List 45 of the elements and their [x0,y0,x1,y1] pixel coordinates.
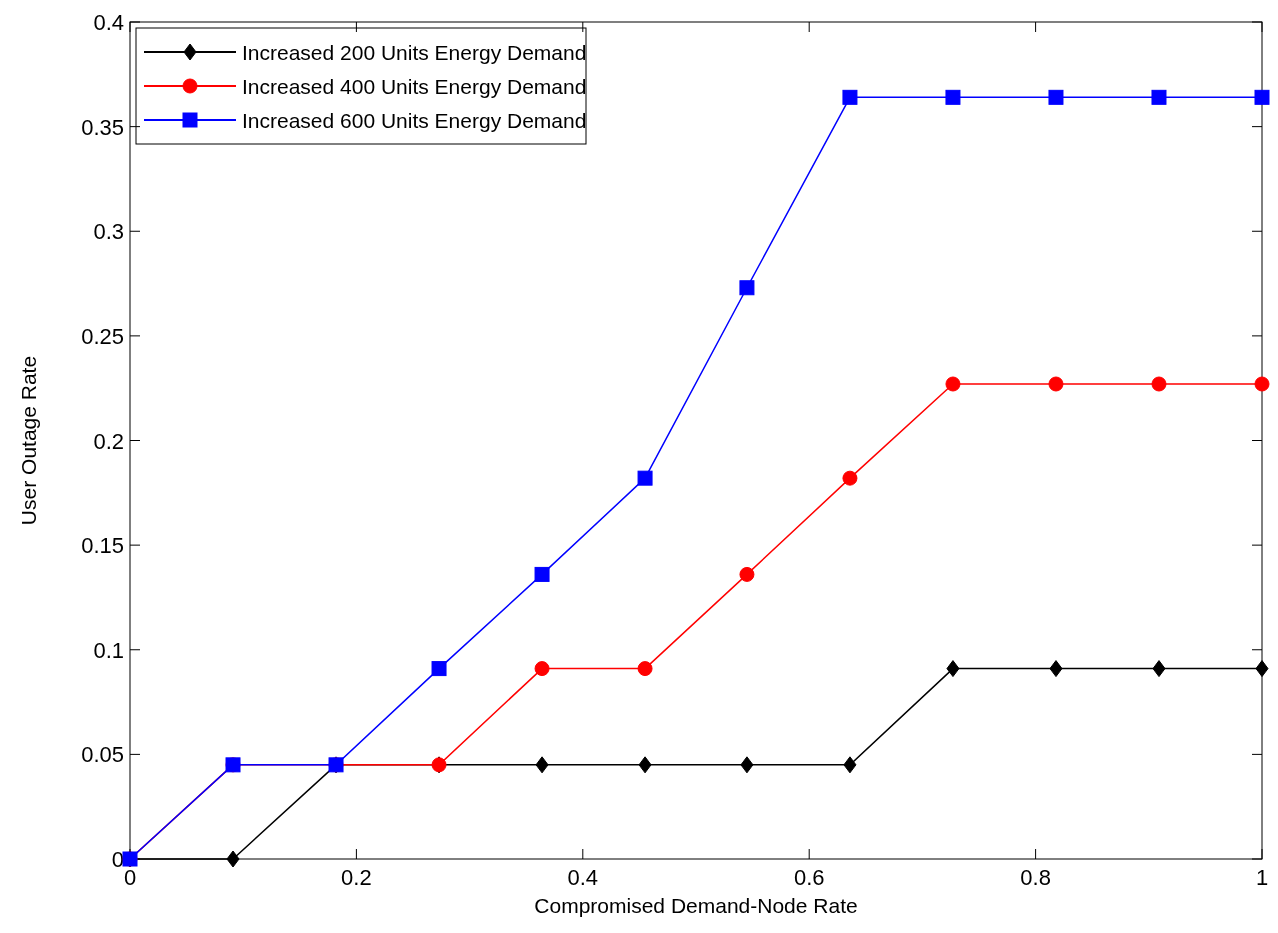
x-tick-label: 0.6 [793,865,825,890]
point [534,661,550,677]
point [842,89,858,105]
point [1048,89,1064,105]
point [1048,376,1064,392]
y-tick-label: 0.35 [81,114,124,140]
y-tick-label: 0.3 [93,219,124,245]
point [637,661,653,677]
x-tick-label: 0.2 [341,865,372,890]
point [739,280,755,296]
x-tick-label: 0.8 [1020,865,1051,890]
legend-label: Increased 200 Units Energy Demand [242,41,587,64]
point [945,376,961,392]
y-tick-label: 0.2 [93,428,124,454]
point [843,756,857,774]
y-tick-label: 0.15 [81,533,124,559]
legend-label: Increased 600 Units Energy Demand [242,109,587,132]
legend-label: Increased 400 Units Energy Demand [242,75,587,98]
point [1049,660,1063,678]
point [431,661,447,677]
point [637,470,653,486]
point [739,566,755,582]
point [1151,376,1167,392]
point [1255,660,1269,678]
y-tick-label: 0.1 [93,637,124,663]
point [535,756,549,774]
point [842,470,858,486]
point [534,566,550,582]
point [1254,376,1270,392]
point [638,756,652,774]
x-tick-label: 1 [1255,865,1269,890]
y-tick-label: 0.05 [81,742,124,768]
x-axis-title: Compromised Demand-Node Rate [534,894,858,917]
point [740,756,754,774]
point [226,850,240,868]
y-axis-title: User Outage Rate [17,355,40,526]
point [945,89,961,105]
point [946,660,960,678]
point [1254,89,1270,105]
point [1151,89,1167,105]
x-tick-label: 0.4 [567,865,599,890]
y-tick-label: 0.25 [81,323,124,349]
point [1152,660,1166,678]
y-tick-label: 0 [111,847,124,872]
y-tick-label: 0.4 [93,10,124,35]
